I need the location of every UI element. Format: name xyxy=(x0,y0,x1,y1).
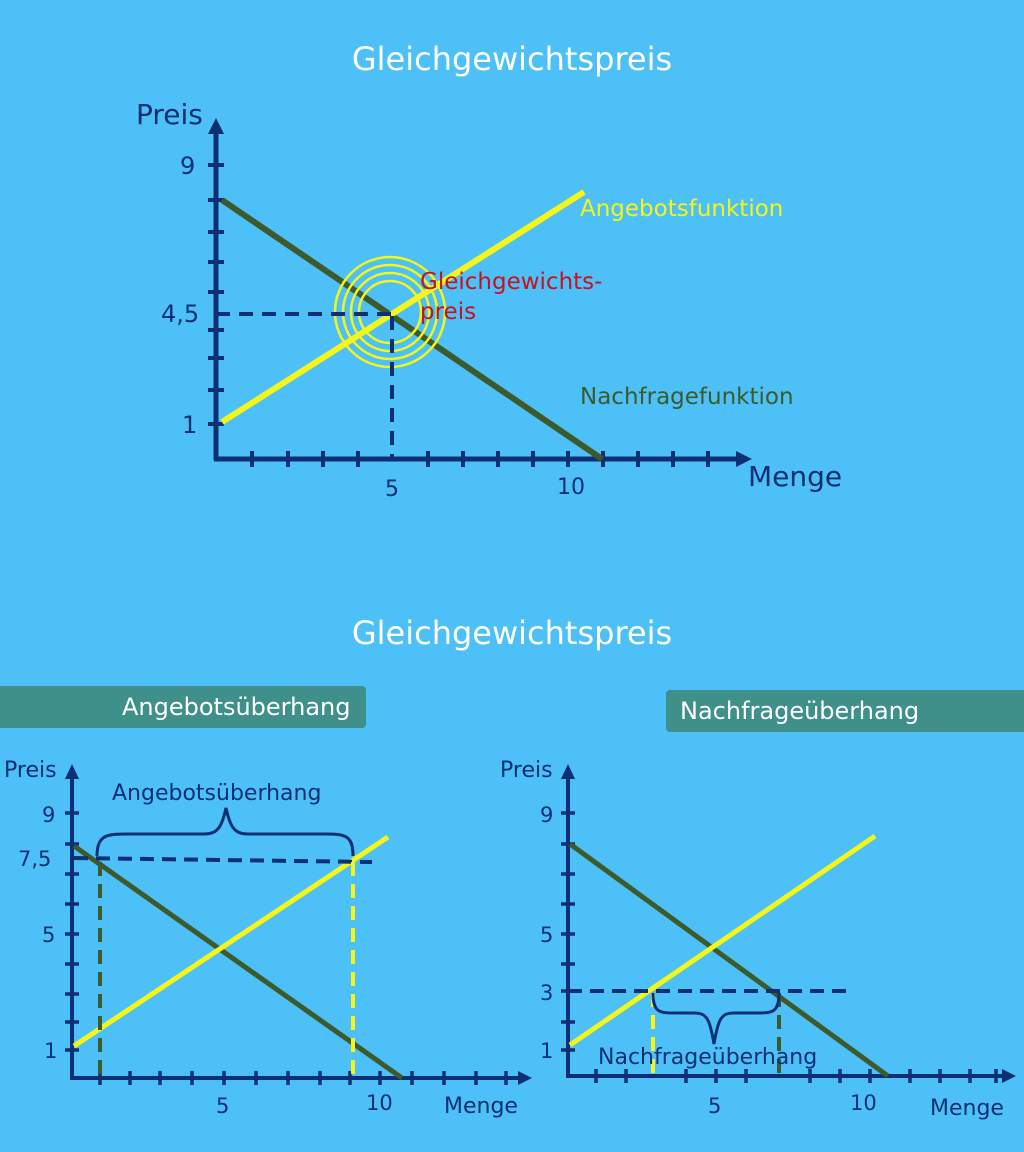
left-brace xyxy=(95,807,355,857)
top-xtick-10: 10 xyxy=(557,475,585,500)
bottom-title: Gleichgewichtspreis xyxy=(351,614,673,652)
left-xtick-5: 5 xyxy=(216,1094,229,1118)
left-xtick-10: 10 xyxy=(366,1091,393,1115)
left-ytick-1: 1 xyxy=(44,1039,57,1063)
left-x-arrow xyxy=(518,1071,532,1085)
right-supply-line xyxy=(568,833,877,1048)
left-demand-line xyxy=(72,843,404,1081)
right-demand-line xyxy=(568,841,890,1079)
right-ylabel: Preis xyxy=(500,758,553,783)
top-supply-line xyxy=(220,189,586,425)
right-brace-label: Nachfrageüberhang xyxy=(598,1045,817,1070)
left-ytick-7-5: 7,5 xyxy=(18,847,51,871)
right-ytick-1: 1 xyxy=(540,1039,553,1063)
top-xtick-5: 5 xyxy=(385,477,399,502)
equilibrium-label-line2: preis xyxy=(420,299,476,325)
top-ytick-4-5: 4,5 xyxy=(161,300,199,328)
right-ytick-9: 9 xyxy=(540,803,553,827)
left-supply-line xyxy=(72,834,390,1049)
top-chart: Preis Menge 9 4,5 1 5 10 Angebotsfunktio… xyxy=(136,98,842,502)
left-chart: Preis Menge 9 7,5 5 1 5 10 Angebotsüberh… xyxy=(4,758,532,1119)
right-y-arrow xyxy=(561,764,575,779)
left-ytick-5: 5 xyxy=(42,923,55,947)
top-title: Gleichgewichtspreis xyxy=(351,40,673,78)
right-chart: Preis Menge 9 5 3 1 5 10 Nachfrageüberha… xyxy=(500,758,1016,1121)
equilibrium-label-line1: Gleichgewichts- xyxy=(420,269,602,295)
right-ytick-5: 5 xyxy=(540,923,553,947)
right-ytick-3: 3 xyxy=(540,981,553,1005)
right-xtick-5: 5 xyxy=(708,1094,721,1118)
top-ylabel: Preis xyxy=(136,98,203,131)
top-xlabel: Menge xyxy=(748,460,842,493)
top-x-arrow xyxy=(736,451,752,467)
supply-surplus-tag-label: Angebotsüberhang xyxy=(122,693,351,721)
right-brace xyxy=(651,992,781,1045)
left-ytick-9: 9 xyxy=(42,803,55,827)
demand-surplus-tag: Nachfrageüberhang xyxy=(666,690,1024,732)
right-xtick-10: 10 xyxy=(850,1091,877,1115)
top-ytick-1: 1 xyxy=(182,411,197,439)
top-ytick-9: 9 xyxy=(180,152,195,180)
demand-function-label: Nachfragefunktion xyxy=(580,384,794,410)
right-x-arrow xyxy=(1002,1069,1016,1083)
top-demand-line xyxy=(220,197,604,462)
supply-function-label: Angebotsfunktion xyxy=(580,196,783,222)
left-price-hline xyxy=(73,856,373,864)
left-brace-label: Angebotsüberhang xyxy=(112,781,321,806)
top-y-arrow xyxy=(208,118,224,134)
left-xlabel: Menge xyxy=(444,1094,518,1119)
right-xlabel: Menge xyxy=(930,1096,1004,1121)
supply-surplus-tag: Angebotsüberhang xyxy=(0,686,366,728)
left-y-arrow xyxy=(65,764,79,779)
left-ylabel: Preis xyxy=(4,758,57,783)
demand-surplus-tag-label: Nachfrageüberhang xyxy=(680,697,920,725)
